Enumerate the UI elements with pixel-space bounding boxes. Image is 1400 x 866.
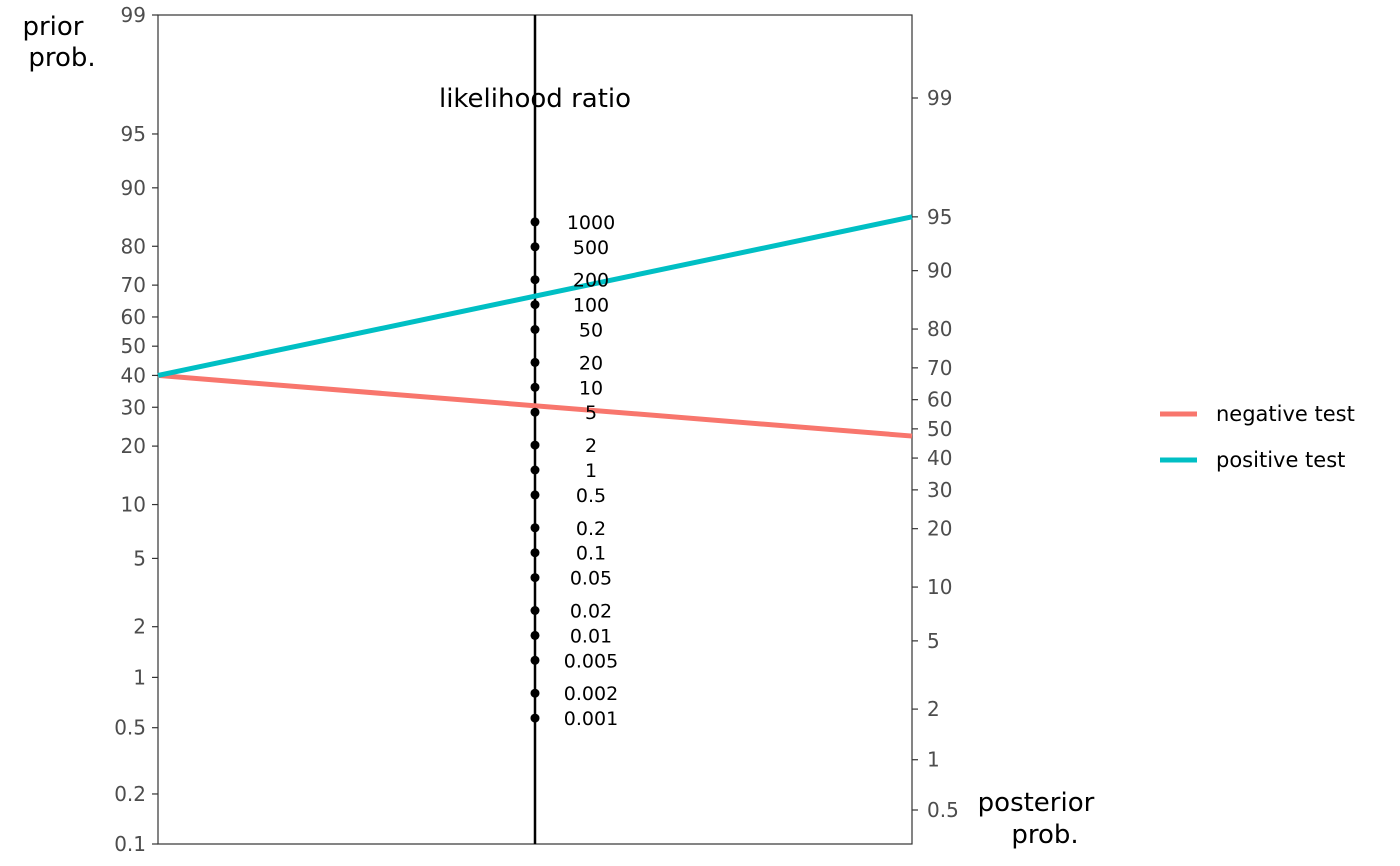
posterior-tick-label-40: 40 (927, 446, 952, 470)
lr-point-0-01 (530, 630, 540, 640)
lr-point-500 (530, 242, 540, 252)
series-line-positive-test (157, 214, 913, 378)
lr-label-0-2: 0.2 (576, 518, 606, 540)
lr-point-0-001 (530, 713, 540, 723)
posterior-tick-label-20: 20 (927, 517, 952, 541)
lr-label-5: 5 (585, 402, 597, 424)
series-layer (157, 214, 913, 439)
posterior-tick-label-2: 2 (927, 697, 940, 721)
prior-tick-label-40: 40 (121, 363, 146, 387)
prior-axis-title-line-2: prob. (28, 43, 95, 73)
lr-point-0-02 (530, 606, 540, 616)
posterior-tick-label-30: 30 (927, 478, 952, 502)
lr-label-10: 10 (579, 377, 603, 399)
lr-label-200: 200 (573, 270, 609, 292)
lr-point-50 (530, 324, 540, 334)
lr-point-10 (530, 382, 540, 392)
legend-label-negative-test: negative test (1216, 402, 1355, 426)
prior-tick-label-30: 30 (121, 395, 146, 419)
lr-label-0-05: 0.05 (570, 568, 612, 590)
posterior-tick-label-90: 90 (927, 259, 952, 283)
lr-point-5 (530, 407, 540, 417)
prior-tick-label-1: 1 (133, 665, 146, 689)
posterior-tick-label-70: 70 (927, 356, 952, 380)
lr-label-0-002: 0.002 (564, 683, 618, 705)
series-line-negative-test (157, 372, 913, 439)
lr-label-2: 2 (585, 435, 597, 457)
lr-point-0-005 (530, 655, 540, 665)
posterior-axis-title-line-2: prob. (1011, 820, 1078, 850)
prior-tick-label-5: 5 (133, 546, 146, 570)
likelihood-ratio-scale: 10005002001005020105210.50.20.10.050.020… (530, 212, 618, 730)
lr-point-20 (530, 357, 540, 367)
prior-tick-label-0-2: 0.2 (114, 782, 146, 806)
prior-tick-label-60: 60 (121, 305, 146, 329)
prior-tick-label-70: 70 (121, 273, 146, 297)
prior-tick-label-0-1: 0.1 (114, 832, 146, 856)
posterior-tick-label-0-5: 0.5 (927, 798, 959, 822)
prior-probability-axis: 0.1 0.2 0.5 1 2 5 10 20 30 40 50 60 70 80 90 95 99 (114, 3, 158, 856)
lr-label-0-005: 0.005 (564, 650, 618, 672)
lr-point-1 (530, 465, 540, 475)
lr-label-0-1: 0.1 (576, 543, 606, 565)
posterior-probability-axis: 99 95 90 80 70 60 50 40 30 20 10 5 2 1 0.5 (912, 86, 959, 822)
posterior-tick-label-80: 80 (927, 317, 952, 341)
lr-point-0-002 (530, 688, 540, 698)
likelihood-ratio-title: likelihood ratio (439, 84, 631, 114)
lr-point-0-1 (530, 548, 540, 558)
posterior-tick-label-1: 1 (927, 748, 940, 772)
lr-point-2 (530, 440, 540, 450)
lr-label-0-5: 0.5 (576, 485, 606, 507)
lr-label-500: 500 (573, 237, 609, 259)
posterior-tick-label-50: 50 (927, 417, 952, 441)
lr-point-0-2 (530, 523, 540, 533)
posterior-axis-title-line-1: posterior (978, 788, 1095, 818)
lr-label-1000: 1000 (567, 212, 615, 234)
posterior-tick-label-99: 99 (927, 86, 952, 110)
lr-label-0-02: 0.02 (570, 601, 612, 623)
lr-label-20: 20 (579, 352, 603, 374)
prior-tick-label-20: 20 (121, 434, 146, 458)
lr-point-1000 (530, 217, 540, 227)
lr-label-0-01: 0.01 (570, 625, 612, 647)
lr-point-0-5 (530, 490, 540, 500)
lr-point-200 (530, 275, 540, 285)
prior-tick-label-0-5: 0.5 (114, 716, 146, 740)
prior-axis-title-line-1: prior (22, 12, 83, 42)
posterior-tick-label-95: 95 (927, 205, 952, 229)
prior-tick-label-95: 95 (121, 122, 146, 146)
lr-label-50: 50 (579, 319, 603, 341)
prior-tick-label-80: 80 (121, 234, 146, 258)
prior-tick-label-99: 99 (121, 3, 146, 27)
lr-label-0-001: 0.001 (564, 708, 618, 730)
lr-label-1: 1 (585, 460, 597, 482)
lr-label-100: 100 (573, 295, 609, 317)
prior-tick-label-50: 50 (121, 334, 146, 358)
posterior-tick-label-60: 60 (927, 388, 952, 412)
prior-tick-label-90: 90 (121, 176, 146, 200)
legend: negative test positive test (1160, 402, 1355, 472)
prior-tick-label-10: 10 (121, 493, 146, 517)
legend-label-positive-test: positive test (1216, 448, 1345, 472)
posterior-tick-label-10: 10 (927, 575, 952, 599)
prior-tick-label-2: 2 (133, 615, 146, 639)
lr-point-100 (530, 300, 540, 310)
posterior-tick-label-5: 5 (927, 629, 940, 653)
lr-point-0-05 (530, 573, 540, 583)
